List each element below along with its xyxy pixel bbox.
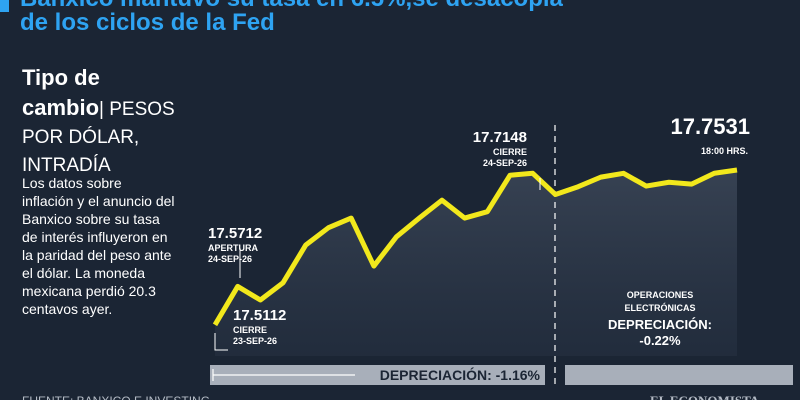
annotation-label: CIERRE bbox=[233, 325, 267, 335]
period-label: ELECTRÓNICAS bbox=[624, 302, 695, 313]
title-marker bbox=[0, 0, 9, 12]
subtitle-bold: cambio bbox=[22, 95, 100, 120]
subtitle: Tipo de cambio| PESOS POR DÓLAR, INTRADÍA bbox=[22, 64, 175, 180]
subtitle-line: cambio| PESOS bbox=[22, 94, 175, 124]
annotation-date: 24-SEP-26 bbox=[483, 158, 527, 168]
chart-title: de los ciclos de la Fed bbox=[20, 9, 275, 36]
subtitle-text: INTRADÍA bbox=[22, 155, 111, 176]
subtitle-line: POR DÓLAR, bbox=[22, 124, 175, 152]
annotation-leader bbox=[214, 333, 228, 351]
line bbox=[212, 167, 738, 327]
period-bar-left bbox=[210, 365, 545, 385]
period-label: OPERACIONES bbox=[627, 290, 694, 300]
subtitle-bold: Tipo de bbox=[22, 65, 100, 90]
source: FUENTE: BANXICO E INVESTING bbox=[22, 394, 210, 400]
period-label: DEPRECIACIÓN: bbox=[608, 317, 712, 332]
annotation-label: APERTURA bbox=[208, 243, 259, 253]
annotation-value: 17.7148 bbox=[473, 129, 527, 146]
subtitle-line: INTRADÍA bbox=[22, 152, 175, 180]
area bbox=[215, 170, 737, 356]
annotation-date: 24-SEP-26 bbox=[208, 254, 252, 264]
description: Los datos sobre inflación y el anuncio d… bbox=[22, 175, 175, 317]
annotation-value: 17.5112 bbox=[233, 307, 286, 324]
annotation-label: 18:00 HRS. bbox=[701, 146, 748, 156]
period-label: -0.22% bbox=[639, 333, 681, 348]
period-label: DEPRECIACIÓN: -1.16% bbox=[380, 366, 541, 383]
annotation-date: 23-SEP-26 bbox=[233, 336, 277, 346]
period-bar-right bbox=[565, 365, 793, 385]
annotation-label: CIERRE bbox=[493, 147, 527, 157]
brand: EL ECONOMISTA bbox=[650, 393, 760, 400]
subtitle-line: Tipo de bbox=[22, 64, 175, 94]
chart-title: Banxico mantuvo su tasa en 6.5%,se desac… bbox=[20, 0, 564, 12]
annotation-value: 17.7531 bbox=[670, 114, 750, 139]
annotation-value: 17.5712 bbox=[208, 225, 262, 242]
subtitle-text: | PESOS bbox=[99, 99, 175, 120]
subtitle-text: POR DÓLAR, bbox=[22, 127, 140, 148]
